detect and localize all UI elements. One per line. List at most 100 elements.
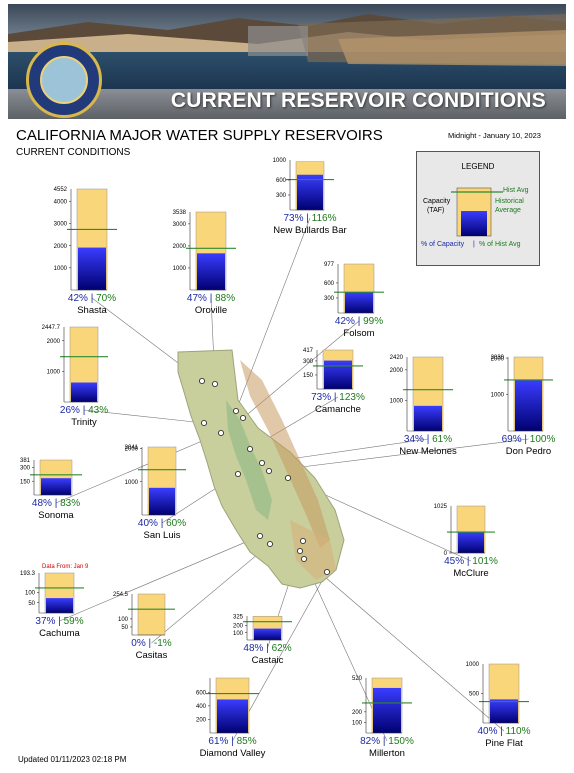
pct-separator-new-melones: | xyxy=(423,434,433,445)
marker-san-luis[interactable] xyxy=(234,470,242,478)
marker-millerton[interactable] xyxy=(296,547,304,555)
storage-bar-millerton xyxy=(373,687,401,733)
reservoir-name-shasta: Shasta xyxy=(77,305,107,316)
pct-capacity-don-pedro: 69% xyxy=(501,434,522,445)
capacity-label-san-luis: 2041 xyxy=(125,445,139,451)
capacity-label-oroville: 3538 xyxy=(173,210,187,216)
capacity-label-mcclure: 1025 xyxy=(434,504,448,510)
pct-separator-new-bullards-bar: | xyxy=(303,213,312,224)
pct-label-cachuma: 37% | 59% xyxy=(35,616,83,627)
reservoir-name-folsom: Folsom xyxy=(343,328,375,339)
header-banner: CURRENT RESERVOIR CONDITIONS xyxy=(8,4,566,119)
chart-folsom: 300 600 977 xyxy=(324,262,384,314)
leader-line-don-pedro xyxy=(268,438,529,472)
tick-label-new-melones: 1000 xyxy=(390,399,404,405)
pct-hist-shasta: 70% xyxy=(96,293,117,304)
marker-casitas[interactable] xyxy=(266,540,274,548)
pct-label-folsom: 42% | 99% xyxy=(335,316,383,327)
storage-bar-mcclure xyxy=(458,531,484,553)
marker-castaic[interactable] xyxy=(299,537,307,545)
pct-separator-cachuma: | xyxy=(55,616,64,627)
marker-trinity[interactable] xyxy=(200,419,208,427)
marker-don-pedro[interactable] xyxy=(265,467,273,475)
chart-cachuma: 50 100 193.3 xyxy=(20,571,84,614)
capacity-label-don-pedro: 2030 xyxy=(491,355,505,361)
reservoir-name-camanche: Camanche xyxy=(315,404,361,415)
pct-hist-trinity: 43% xyxy=(88,405,109,416)
capacity-label-folsom: 977 xyxy=(324,262,335,268)
legend-title: LEGEND xyxy=(461,162,495,171)
pct-separator-mcclure: | xyxy=(464,556,473,567)
seal-landscape-icon xyxy=(40,56,88,104)
marker-new-bullards-bar[interactable] xyxy=(232,407,240,415)
pct-hist-new-melones: 61% xyxy=(432,434,453,445)
marker-cachuma[interactable] xyxy=(256,532,264,540)
legend-sample-bar xyxy=(451,187,503,237)
marker-camanche[interactable] xyxy=(246,445,254,453)
tick-label-camanche: 300 xyxy=(303,359,314,365)
chart-new-melones: 1000 2000 2420 xyxy=(390,355,453,432)
pct-capacity-trinity: 26% xyxy=(59,405,80,416)
pct-label-don-pedro: 69% | 100% xyxy=(502,434,556,445)
marker-new-melones[interactable] xyxy=(258,459,266,467)
pct-capacity-casitas: 0% xyxy=(131,638,146,649)
chart-oroville: 1000 2000 3000 3538 xyxy=(173,210,236,291)
pct-label-shasta: 42% | 70% xyxy=(68,293,116,304)
reservoir-name-oroville: Oroville xyxy=(194,305,228,316)
reservoir-name-san-luis: San Luis xyxy=(143,530,181,541)
marker-mcclure[interactable] xyxy=(284,474,292,482)
tick-label-san-luis: 1000 xyxy=(125,480,139,486)
pct-separator-don-pedro: | xyxy=(521,434,530,445)
reservoir-name-casitas: Casitas xyxy=(135,650,168,661)
marker-shasta[interactable] xyxy=(198,377,206,385)
data-timestamp: Midnight - January 10, 2023 xyxy=(448,131,541,140)
tick-label-shasta: 3000 xyxy=(54,222,68,228)
tick-label-cachuma: 50 xyxy=(28,601,35,607)
legend-capacity-unit: (TAF) xyxy=(427,207,445,214)
reservoir-name-trinity: Trinity xyxy=(71,417,97,428)
reservoir-name-mcclure: McClure xyxy=(453,568,489,579)
marker-pine-flat[interactable] xyxy=(300,555,308,563)
reservoir-name-pine-flat: Pine Flat xyxy=(485,738,523,749)
marker-oroville[interactable] xyxy=(211,380,219,388)
tick-label-don-pedro: 2000 xyxy=(491,356,505,362)
pct-capacity-new-melones: 34% xyxy=(403,434,424,445)
reservoir-name-new-bullards-bar: New Bullards Bar xyxy=(273,225,347,236)
marker-diamond-valley[interactable] xyxy=(323,568,331,576)
marker-sonoma[interactable] xyxy=(217,429,225,437)
tick-label-sonoma: 150 xyxy=(20,479,31,485)
storage-bar-new-melones xyxy=(414,405,442,431)
legend: LEGEND Hist Avg Capacity (TAF) Historica… xyxy=(416,151,540,266)
pct-hist-cachuma: 59% xyxy=(63,616,84,627)
reservoir-name-diamond-valley: Diamond Valley xyxy=(199,748,266,759)
reservoir-name-millerton: Millerton xyxy=(369,748,405,759)
leader-line-sonoma xyxy=(55,432,222,504)
pct-label-oroville: 47% | 88% xyxy=(187,293,235,304)
tick-label-millerton: 200 xyxy=(352,710,363,716)
pct-label-sonoma: 48% | 83% xyxy=(32,498,80,509)
legend-capacity: Capacity xyxy=(423,198,451,205)
pct-capacity-mcclure: 45% xyxy=(444,556,465,567)
pct-separator-san-luis: | xyxy=(157,518,167,529)
chart-new-bullards-bar: 300 600 1000 xyxy=(273,158,334,211)
legend-historical: Historical xyxy=(495,198,524,205)
tick-label-diamond-valley: 400 xyxy=(196,704,207,710)
pct-hist-millerton: 150% xyxy=(388,736,414,747)
dwr-seal-logo xyxy=(26,42,102,118)
pct-separator-folsom: | xyxy=(354,316,364,327)
chart-camanche: 150 300 417 xyxy=(303,348,363,390)
tick-label-shasta: 2000 xyxy=(54,244,68,250)
marker-folsom[interactable] xyxy=(239,414,247,422)
reservoir-name-don-pedro: Don Pedro xyxy=(505,446,552,457)
storage-bar-cachuma xyxy=(46,598,73,613)
pct-capacity-sonoma: 48% xyxy=(31,498,52,509)
pct-label-new-melones: 34% | 61% xyxy=(404,434,452,445)
pct-separator-diamond-valley: | xyxy=(228,736,237,747)
pct-separator-camanche: | xyxy=(331,392,340,403)
tick-label-mcclure: 0 xyxy=(444,551,448,557)
leader-line-pine-flat xyxy=(303,558,505,732)
pct-capacity-oroville: 47% xyxy=(186,293,207,304)
pct-hist-san-luis: 60% xyxy=(166,518,187,529)
top-tick-label-new-bullards-bar: 1000 xyxy=(273,158,287,164)
